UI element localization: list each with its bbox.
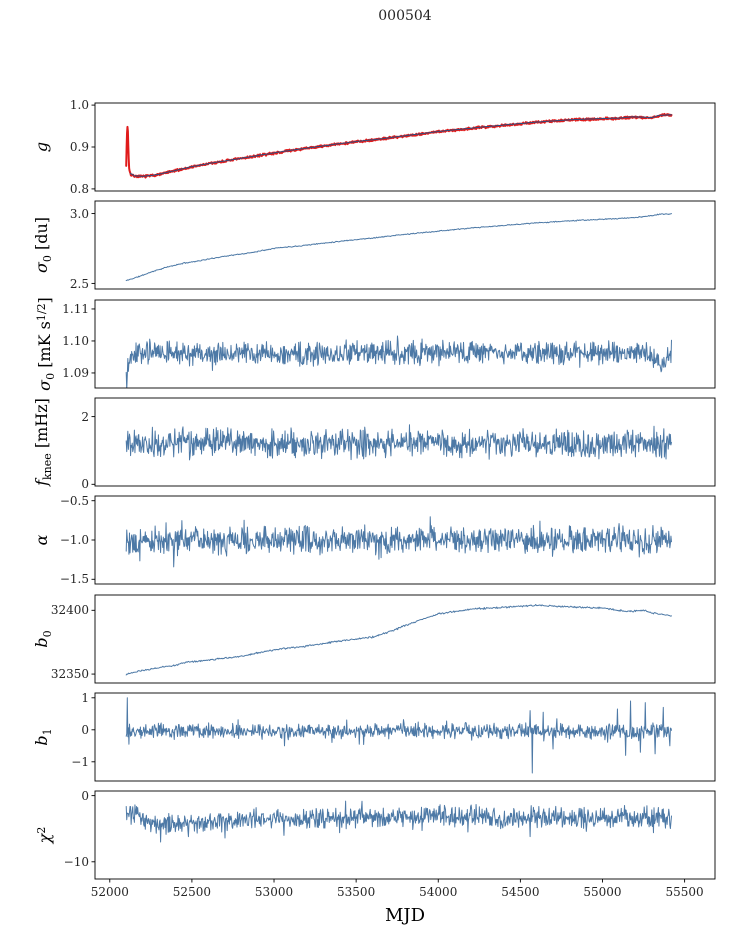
panel-fknee-frame: [94, 397, 716, 487]
ytick-chi2-0: 0: [81, 788, 89, 803]
ytick-b0-32400: 32400: [50, 602, 89, 617]
panel-sigma0-du-plot: [91, 200, 716, 290]
panel-b1-frame: [94, 692, 716, 782]
xtick-55500: 55500: [665, 885, 704, 900]
figure-title: 000504: [378, 8, 432, 24]
ytick-b1-0: 0: [81, 722, 89, 737]
xtick-52500: 52500: [172, 885, 211, 900]
ylabel-segment: ]: [35, 296, 54, 304]
series-b0: [125, 603, 672, 675]
panel-b0-plot: [91, 594, 716, 683]
series-sigma0-mk: [125, 335, 672, 388]
x-axis-label: MJD: [384, 905, 426, 926]
xtick-52000: 52000: [90, 885, 129, 900]
xtick-54000: 54000: [419, 885, 458, 900]
ylabel-segment: 2: [35, 826, 48, 834]
ytick-alpha-−0.5: −0.5: [59, 493, 89, 508]
panel-sigma0-du-frame: [94, 200, 716, 290]
ytick-sigma0-du-2.5: 2.5: [69, 276, 89, 291]
ytick-g-1.0: 1.0: [69, 98, 89, 113]
series-chi2: [125, 800, 672, 843]
ytick-sigma0-mk-1.11: 1.11: [62, 301, 89, 316]
ytick-chi2-−10: −10: [63, 854, 89, 869]
series-gain-fit: [129, 114, 672, 177]
ytick-alpha-−1.5: −1.5: [59, 572, 89, 587]
series-fknee: [125, 424, 672, 461]
ytick-alpha-−1.0: −1.0: [59, 533, 89, 548]
xtick-55000: 55000: [583, 885, 622, 900]
panel-b1-plot: [91, 692, 716, 782]
ytick-sigma0-du-3.0: 3.0: [69, 206, 89, 221]
ytick-fknee-0: 0: [81, 477, 89, 492]
ytick-b1-−1: −1: [71, 754, 89, 769]
panel-sigma0-mk-frame: [94, 299, 716, 389]
xtick-54500: 54500: [501, 885, 540, 900]
ylabel-segment: χ: [35, 833, 54, 844]
ytick-sigma0-mk-1.10: 1.10: [62, 333, 89, 348]
series-alpha: [125, 516, 672, 568]
ylabel-segment: 1/2: [35, 303, 48, 321]
xtick-53000: 53000: [254, 885, 294, 900]
xtick-53500: 53500: [337, 885, 376, 900]
series-sigma0-du: [125, 213, 672, 282]
panel-alpha-plot: [91, 495, 716, 585]
ytick-b1-1: 1: [81, 690, 89, 705]
ytick-g-0.8: 0.8: [69, 181, 89, 196]
ytick-sigma0-mk-1.09: 1.09: [62, 365, 89, 380]
ylabel-chi2: χ2: [31, 715, 54, 944]
panel-b0-frame: [94, 594, 716, 683]
panel-g-plot: [91, 102, 716, 192]
ytick-g-0.9: 0.9: [69, 140, 89, 154]
panel-chi2-frame: [94, 790, 716, 880]
ytick-b0-32350: 32350: [50, 666, 89, 681]
panel-sigma0-mk-plot: [91, 299, 716, 389]
series-b1: [125, 697, 672, 774]
panel-chi2-plot: [91, 790, 716, 883]
panel-g-frame: [94, 102, 716, 192]
panel-fknee-plot: [91, 397, 716, 487]
ytick-fknee-2: 2: [81, 409, 89, 424]
series-gain-data: [125, 112, 673, 179]
